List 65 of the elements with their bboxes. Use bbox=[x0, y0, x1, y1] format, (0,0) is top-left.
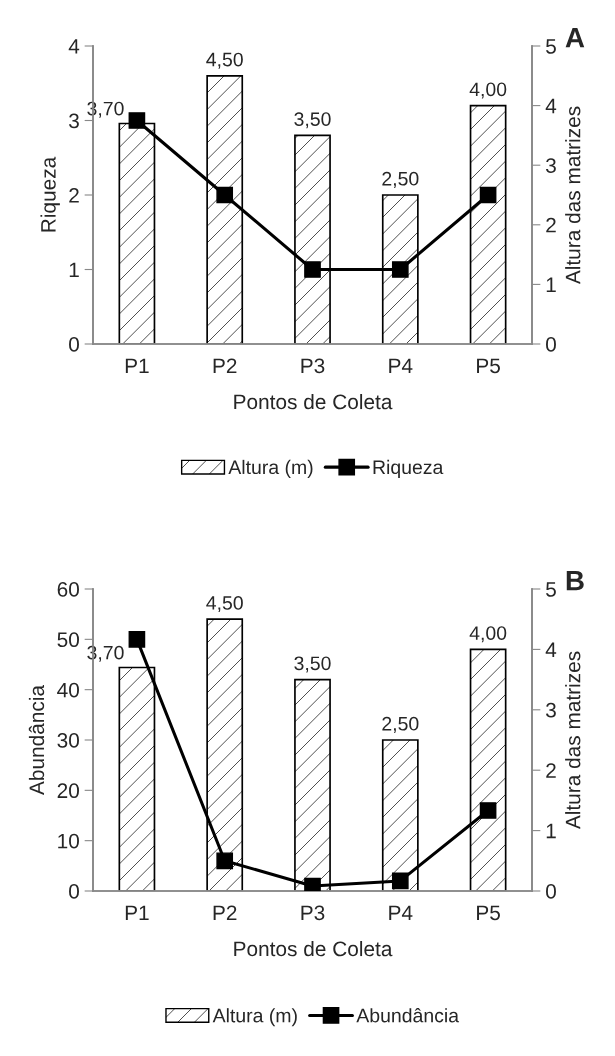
y-tick-label: 3 bbox=[69, 113, 79, 129]
x-axis-title: Pontos de Coleta bbox=[234, 940, 393, 957]
y2-tick-label: 1 bbox=[546, 823, 556, 839]
y2-tick-label: 2 bbox=[546, 217, 556, 233]
y2-tick-label: 5 bbox=[546, 39, 556, 54]
y2-tick-label: 1 bbox=[546, 277, 556, 292]
data-label: 2,50 bbox=[382, 171, 419, 188]
y-tick-label: 4 bbox=[68, 39, 80, 54]
y-tick-label: 60 bbox=[57, 582, 79, 597]
point bbox=[128, 630, 146, 648]
x-tick-label: P4 bbox=[389, 905, 413, 920]
y2-axis-title: Altura das matrizes bbox=[565, 651, 581, 830]
point bbox=[391, 261, 409, 278]
y2-tick-label: 0 bbox=[546, 337, 556, 352]
chart-title: B bbox=[566, 571, 584, 591]
x-tick-label: P5 bbox=[477, 905, 500, 921]
y2-tick-label: 2 bbox=[546, 763, 556, 778]
x-tick-label: P3 bbox=[301, 905, 325, 921]
y-axis-title: Abundância bbox=[28, 684, 45, 795]
y2-tick-label: 3 bbox=[545, 702, 556, 718]
data-label: 3,70 bbox=[87, 101, 124, 118]
y2-tick-label: 0 bbox=[546, 884, 556, 899]
legend-label: Altura (m) bbox=[212, 1008, 297, 1027]
y2-tick-label: 4 bbox=[545, 98, 557, 114]
y-tick-label: 0 bbox=[69, 337, 79, 352]
y-tick-label: 40 bbox=[57, 682, 79, 698]
chart-title: A bbox=[565, 28, 585, 48]
data-label: 2,50 bbox=[382, 716, 419, 733]
x-tick-label: P5 bbox=[477, 358, 500, 374]
data-label: 4,50 bbox=[206, 52, 243, 69]
x-axis-title: Pontos de Coleta bbox=[234, 393, 393, 410]
data-label: 4,00 bbox=[469, 626, 507, 643]
y-axis-title: Riqueza bbox=[40, 156, 60, 232]
y-tick-label: 20 bbox=[57, 783, 79, 799]
point bbox=[479, 802, 497, 819]
y-tick-label: 10 bbox=[58, 833, 79, 849]
y2-tick-label: 5 bbox=[546, 582, 556, 597]
x-tick-label: P1 bbox=[125, 905, 149, 920]
y-tick-label: 50 bbox=[57, 632, 79, 648]
y-tick-label: 1 bbox=[69, 262, 79, 278]
y2-tick-label: 3 bbox=[545, 158, 556, 173]
point bbox=[216, 852, 234, 870]
x-tick-label: P3 bbox=[301, 358, 325, 374]
data-label: 3,70 bbox=[87, 645, 124, 662]
x-tick-label: P2 bbox=[213, 358, 237, 373]
point bbox=[304, 261, 321, 278]
data-label: 3,50 bbox=[294, 112, 331, 129]
point bbox=[216, 186, 234, 204]
y-tick-label: 30 bbox=[57, 733, 79, 748]
point bbox=[479, 186, 497, 204]
y2-axis-title: Altura das matrizes bbox=[565, 106, 581, 285]
point bbox=[391, 872, 409, 890]
data-label: 4,00 bbox=[469, 82, 507, 99]
data-label: 3,50 bbox=[294, 656, 331, 673]
data-label: 4,50 bbox=[206, 596, 243, 613]
y-tick-label: 0 bbox=[69, 884, 79, 899]
legend-label: Riqueza bbox=[373, 459, 444, 478]
x-tick-label: P1 bbox=[125, 358, 149, 373]
point bbox=[128, 112, 146, 129]
legend-label: Abundância bbox=[356, 1008, 460, 1023]
x-tick-label: P4 bbox=[389, 358, 413, 373]
y2-tick-label: 4 bbox=[545, 642, 557, 657]
x-tick-label: P2 bbox=[213, 905, 237, 920]
legend-label: Altura (m) bbox=[228, 459, 313, 478]
y-tick-label: 2 bbox=[69, 188, 79, 203]
